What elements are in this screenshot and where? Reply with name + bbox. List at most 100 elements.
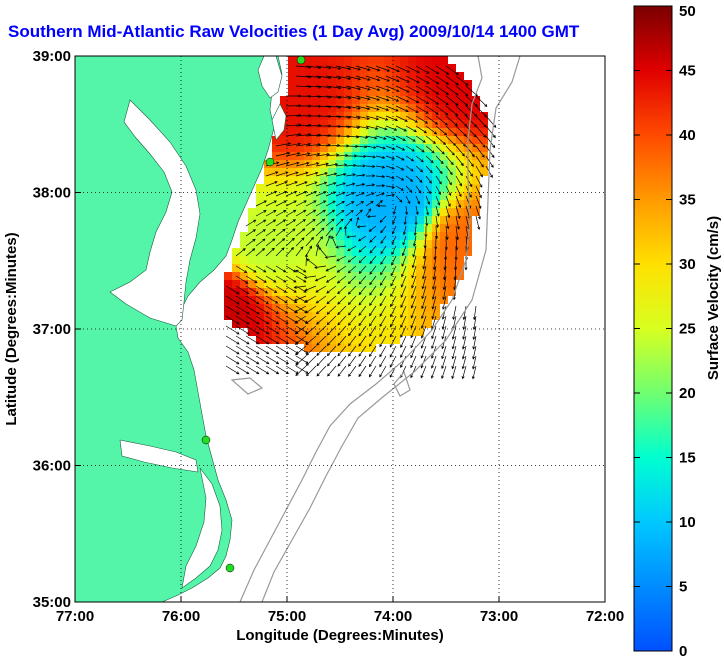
velocity-arrow xyxy=(355,75,371,81)
velocity-cell xyxy=(360,232,368,240)
velocity-cell xyxy=(312,240,320,248)
velocity-cell xyxy=(312,320,320,328)
velocity-cell xyxy=(408,136,416,144)
velocity-arrow xyxy=(305,365,317,377)
velocity-arrow xyxy=(245,305,260,315)
velocity-cell xyxy=(344,128,352,136)
velocity-arrow xyxy=(235,295,250,305)
velocity-cell xyxy=(288,56,296,64)
velocity-cell xyxy=(352,256,360,264)
velocity-cell xyxy=(416,120,424,128)
velocity-cell xyxy=(416,152,424,160)
velocity-cell xyxy=(328,272,336,280)
velocity-cell xyxy=(416,96,424,104)
velocity-arrow xyxy=(285,200,297,207)
velocity-arrow xyxy=(369,365,377,378)
velocity-cell xyxy=(424,320,432,328)
velocity-cell xyxy=(344,64,352,72)
velocity-cell xyxy=(416,328,424,336)
velocity-cell xyxy=(328,232,336,240)
velocity-cell xyxy=(456,200,464,208)
velocity-arrow xyxy=(358,275,367,285)
velocity-cell xyxy=(288,208,296,216)
velocity-cell xyxy=(392,120,400,128)
velocity-arrow xyxy=(421,305,427,320)
velocity-cell xyxy=(400,120,408,128)
velocity-cell xyxy=(416,160,424,168)
velocity-arrow xyxy=(295,365,307,377)
velocity-cell xyxy=(376,144,384,152)
velocity-cell xyxy=(368,240,376,248)
velocity-cell xyxy=(320,168,328,176)
velocity-arrow xyxy=(325,265,337,272)
velocity-cell xyxy=(360,216,368,224)
velocity-cell xyxy=(424,280,432,288)
velocity-cell xyxy=(288,232,296,240)
velocity-cell xyxy=(400,192,408,200)
velocity-cell xyxy=(344,72,352,80)
velocity-cell xyxy=(248,312,256,320)
velocity-cell xyxy=(408,184,416,192)
velocity-cell xyxy=(424,112,432,120)
velocity-cell xyxy=(272,296,280,304)
velocity-cell xyxy=(288,168,296,176)
velocity-arrow xyxy=(358,255,367,264)
velocity-cell xyxy=(416,240,424,248)
velocity-cell xyxy=(376,216,384,224)
velocity-cell xyxy=(416,224,424,232)
velocity-cell xyxy=(408,248,416,256)
velocity-arrow xyxy=(265,238,276,247)
velocity-cell xyxy=(408,80,416,88)
velocity-cell xyxy=(456,120,464,128)
velocity-cell xyxy=(440,64,448,72)
velocity-cell xyxy=(336,192,344,200)
velocity-cell xyxy=(392,80,400,88)
velocity-arrow xyxy=(435,75,450,85)
velocity-arrow xyxy=(245,365,260,375)
velocity-arrow xyxy=(403,215,407,226)
velocity-arrow xyxy=(235,335,250,345)
velocity-cell xyxy=(344,224,352,232)
velocity-arrow xyxy=(265,305,279,314)
velocity-cell xyxy=(336,72,344,80)
velocity-arrow xyxy=(435,215,439,229)
velocity-arrow xyxy=(365,183,376,187)
velocity-cell xyxy=(272,184,280,192)
velocity-cell xyxy=(312,216,320,224)
velocity-cell xyxy=(360,224,368,232)
velocity-cell xyxy=(264,192,272,200)
velocity-arrow xyxy=(305,200,317,207)
velocity-arrow xyxy=(400,285,407,298)
velocity-cell xyxy=(296,152,304,160)
velocity-arrow xyxy=(275,142,292,147)
velocity-cell xyxy=(352,136,360,144)
velocity-cell xyxy=(336,336,344,344)
velocity-cell xyxy=(424,248,432,256)
velocity-cell xyxy=(280,128,288,136)
velocity-cell xyxy=(280,280,288,288)
site-marker xyxy=(201,435,211,445)
velocity-cell xyxy=(312,120,320,128)
velocity-cell xyxy=(280,168,288,176)
velocity-cell xyxy=(352,208,360,216)
velocity-cell xyxy=(272,248,280,256)
velocity-cell xyxy=(424,160,432,168)
velocity-cell xyxy=(224,312,232,320)
velocity-arrow xyxy=(375,65,391,72)
velocity-arrow xyxy=(410,315,417,329)
velocity-cell xyxy=(328,136,336,144)
velocity-arrow xyxy=(455,215,460,230)
velocity-cell xyxy=(480,168,488,176)
velocity-cell xyxy=(304,232,312,240)
velocity-arrow xyxy=(325,218,335,227)
velocity-cell xyxy=(328,320,336,328)
velocity-cell xyxy=(328,288,336,296)
velocity-cell xyxy=(344,184,352,192)
velocity-arrow xyxy=(435,105,449,116)
velocity-cell xyxy=(336,120,344,128)
velocity-arrow xyxy=(390,285,397,298)
velocity-cell xyxy=(472,104,480,112)
velocity-cell xyxy=(400,88,408,96)
velocity-cell xyxy=(344,80,352,88)
velocity-cell xyxy=(424,240,432,248)
